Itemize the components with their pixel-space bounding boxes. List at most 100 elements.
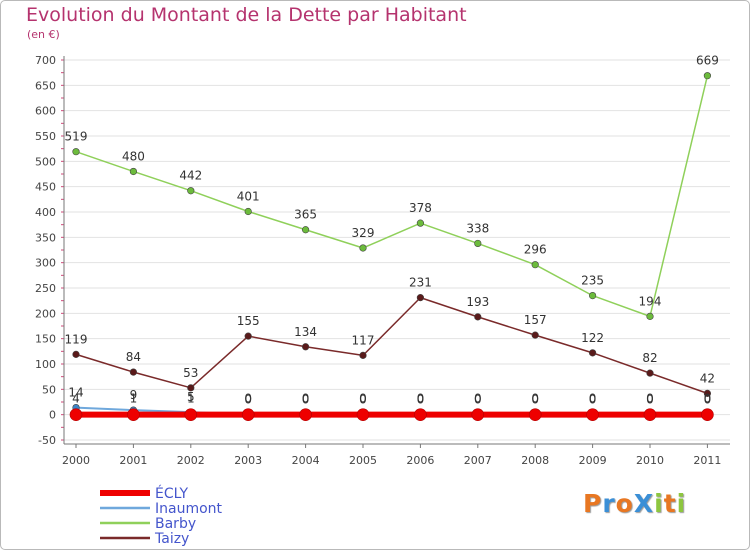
data-label: 0 <box>417 392 425 406</box>
x-tick-label: 2008 <box>521 454 549 467</box>
data-point <box>646 369 654 377</box>
data-label: 82 <box>642 351 657 365</box>
y-tick-label: 250 <box>35 282 56 295</box>
data-label: 0 <box>589 393 597 407</box>
logo-letter: r <box>602 489 616 518</box>
y-tick-label: 650 <box>35 79 56 92</box>
y-tick-label: 450 <box>35 181 56 194</box>
data-label: 42 <box>700 371 715 385</box>
y-tick-label: 500 <box>35 155 56 168</box>
data-label: 0 <box>359 393 367 407</box>
data-point <box>588 349 597 357</box>
series-line-taizy <box>75 296 708 395</box>
data-label: 0 <box>646 392 654 406</box>
data-label: 0 <box>244 393 252 407</box>
data-point <box>643 408 657 421</box>
legend-label: Barby <box>155 516 196 532</box>
data-label: 480 <box>122 149 145 163</box>
y-tick-label: 600 <box>35 105 56 118</box>
data-point <box>302 343 310 351</box>
x-tick-label: 2006 <box>406 454 434 467</box>
data-label: 194 <box>639 294 662 308</box>
data-point <box>299 408 312 421</box>
data-label: 0 <box>531 392 539 406</box>
data-label: 9 <box>130 388 138 402</box>
y-tick-label: 0 <box>49 409 56 422</box>
data-label: 231 <box>409 276 432 290</box>
data-point <box>184 408 198 421</box>
data-label: 0 <box>531 393 539 407</box>
logo-letter: i <box>676 489 687 518</box>
data-label: 4 <box>72 392 80 406</box>
data-label: 155 <box>237 314 260 328</box>
data-label: 0 <box>417 393 425 407</box>
data-point <box>244 332 252 340</box>
data-label: 235 <box>581 274 604 288</box>
data-point <box>471 408 485 421</box>
data-label: 0 <box>244 392 252 406</box>
legend-label: Inaumont <box>155 501 223 517</box>
x-tick-label: 2004 <box>292 454 320 467</box>
data-label: 0 <box>646 393 654 407</box>
y-tick-label: 700 <box>35 54 56 67</box>
chart-unit: (en €) <box>27 28 60 41</box>
data-point <box>187 187 195 195</box>
y-tick-label: 50 <box>42 383 56 396</box>
data-point <box>356 408 370 421</box>
data-point <box>474 313 482 321</box>
data-point <box>416 294 425 302</box>
data-label: 0 <box>302 393 310 407</box>
data-point <box>416 219 425 227</box>
proxiti-logo: ProXiti <box>583 489 686 518</box>
y-tick-label: 400 <box>35 206 56 219</box>
data-label: 53 <box>183 366 198 380</box>
legend-label: ÉCLY <box>155 485 189 502</box>
data-label: 0 <box>302 392 310 406</box>
data-label: 1 <box>187 392 195 406</box>
data-label: 119 <box>65 332 88 346</box>
data-point <box>703 389 712 397</box>
data-point <box>703 72 712 80</box>
data-point <box>129 167 137 176</box>
data-point <box>359 351 367 359</box>
y-tick-label: -50 <box>38 434 56 447</box>
data-label: 442 <box>179 169 202 183</box>
data-label: 365 <box>294 208 317 222</box>
data-label: 378 <box>409 201 432 215</box>
data-label: 117 <box>352 333 375 347</box>
data-point <box>588 292 597 300</box>
x-tick-label: 2000 <box>62 454 90 467</box>
x-tick-label: 2007 <box>464 454 492 467</box>
data-point <box>241 408 255 421</box>
y-tick-label: 100 <box>35 358 56 371</box>
data-label: 0 <box>589 392 597 406</box>
data-label: 5 <box>187 390 195 404</box>
data-label: 669 <box>696 54 719 68</box>
y-tick-label: 200 <box>35 307 56 320</box>
data-label: 329 <box>352 226 375 240</box>
data-label: 519 <box>65 130 88 144</box>
data-label: 1 <box>130 392 138 406</box>
data-label: 14 <box>68 386 83 400</box>
data-point <box>72 148 80 156</box>
data-label: 0 <box>474 392 482 406</box>
chart-title: Evolution du Montant de la Dette par Hab… <box>26 4 467 26</box>
logo-letter: X <box>633 489 655 518</box>
data-point <box>474 239 482 248</box>
data-label: 84 <box>126 350 141 364</box>
data-point <box>359 244 367 252</box>
data-label: 0 <box>704 393 712 407</box>
data-label: 0 <box>704 392 712 406</box>
legend-label: Taizy <box>154 531 189 547</box>
x-tick-label: 2005 <box>349 454 377 467</box>
data-label: 296 <box>524 243 547 257</box>
data-point <box>531 261 539 269</box>
data-label: 193 <box>466 295 489 309</box>
y-tick-label: 150 <box>35 333 56 346</box>
data-point <box>528 408 542 421</box>
logo-letter: t <box>663 489 677 518</box>
y-tick-label: 300 <box>35 257 56 270</box>
data-point <box>586 408 599 421</box>
